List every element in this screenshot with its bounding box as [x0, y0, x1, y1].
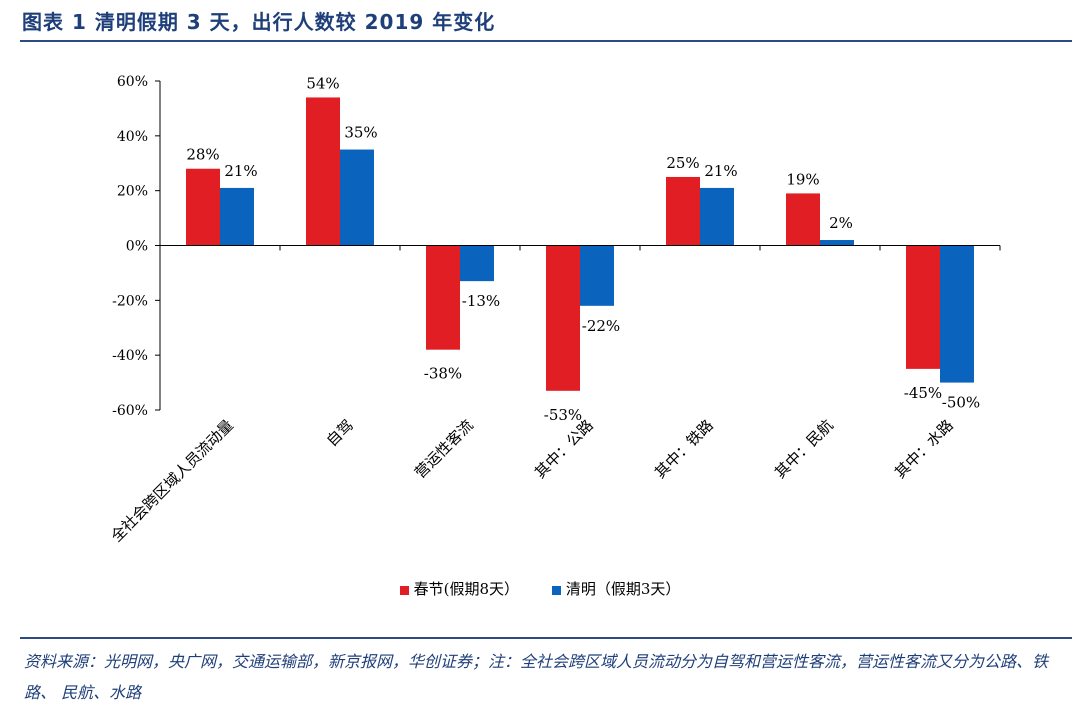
bar-blue: [460, 245, 494, 282]
bar-blue: [940, 245, 974, 383]
legend-swatch-red: [399, 585, 409, 595]
bar-red: [186, 168, 220, 246]
data-label: 28%: [186, 146, 219, 164]
data-label: -53%: [544, 406, 582, 424]
y-tick-label: -60%: [112, 403, 148, 419]
bar-blue: [580, 245, 614, 306]
source-rule: [20, 637, 1072, 639]
data-label: 25%: [666, 154, 699, 172]
y-tick-label: 0%: [126, 239, 148, 255]
x-tick-label: 其中：公路: [531, 416, 597, 482]
source-note: 资料来源：光明网，央广网，交通运输部，新京报网，华创证券；注：全社会跨区域人员流…: [24, 652, 1049, 702]
x-tick-label: 营运性客流: [411, 416, 477, 482]
x-tick-label: 其中：民航: [771, 416, 837, 482]
data-label: 21%: [224, 162, 257, 180]
figure-title: 图表 1 清明假期 3 天，出行人数较 2019 年变化: [22, 10, 496, 34]
title-rule: [20, 40, 1072, 42]
y-tick-label: -20%: [112, 293, 148, 309]
bar-red: [546, 245, 580, 391]
legend-item-series1: 春节(假期8天）: [399, 578, 520, 599]
data-label: -22%: [582, 317, 620, 335]
bar-blue: [340, 149, 374, 246]
chart-legend: 春节(假期8天） 清明（假期3天）: [0, 578, 1080, 599]
data-label: -45%: [904, 384, 942, 402]
data-label: 2%: [829, 214, 853, 232]
legend-label-series1: 春节(假期8天）: [413, 580, 520, 598]
legend-swatch-blue: [551, 585, 561, 595]
bar-red: [666, 176, 700, 246]
data-label: 35%: [344, 124, 377, 142]
x-tick-label: 其中：水路: [891, 416, 957, 482]
data-label: 19%: [786, 170, 819, 188]
y-tick-label: 20%: [117, 184, 148, 200]
bar-red: [306, 97, 340, 246]
x-tick-label: 全社会跨区域人员流动量: [107, 416, 236, 545]
data-label: -38%: [424, 365, 462, 383]
bar-red: [906, 245, 940, 369]
bar-blue: [700, 187, 734, 246]
data-label: -13%: [462, 292, 500, 310]
legend-label-series2: 清明（假期3天）: [565, 580, 681, 598]
bar-blue: [820, 240, 854, 246]
legend-item-series2: 清明（假期3天）: [551, 578, 681, 599]
y-tick-label: 60%: [117, 74, 148, 90]
bar-red: [786, 193, 820, 246]
data-label: -50%: [942, 394, 980, 412]
data-label: 21%: [704, 162, 737, 180]
data-label: 54%: [306, 74, 339, 92]
bar-red: [426, 245, 460, 350]
bar-chart: 60% 40% 20% 0% -20% -40% -60% 28% 54% -38% -53% 25%…: [107, 74, 1001, 546]
bar-blue: [220, 187, 254, 246]
y-tick-label: -40%: [112, 348, 148, 364]
x-tick-label: 自驾: [323, 416, 357, 450]
y-tick-label: 40%: [117, 129, 148, 145]
x-tick-label: 其中：铁路: [651, 416, 717, 482]
